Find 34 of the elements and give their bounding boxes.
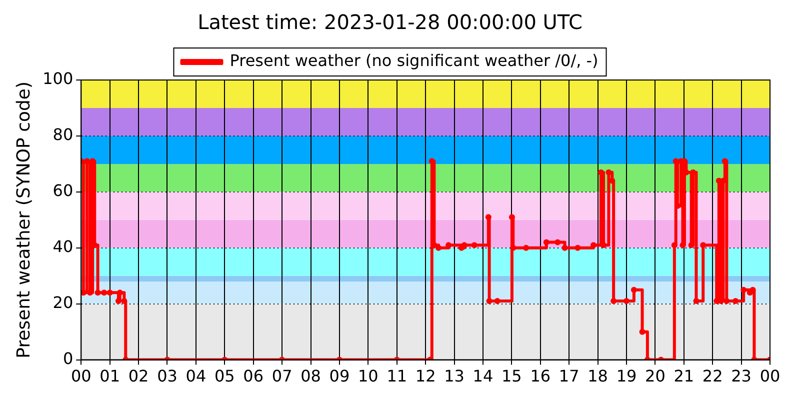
x-tick-label: 22: [702, 366, 723, 386]
x-tick-label: 16: [530, 366, 551, 386]
x-tick-label: 09: [329, 366, 350, 386]
chart-title: Latest time: 2023-01-28 00:00:00 UTC: [198, 10, 582, 34]
y-tick-label: 100: [42, 69, 74, 88]
x-tick-label: 07: [272, 366, 292, 386]
x-tick-label: 12: [415, 366, 436, 386]
x-tick-label: 15: [501, 366, 522, 386]
x-tick-label: 08: [300, 366, 321, 386]
x-tick-label: 18: [588, 366, 608, 386]
x-tick-label: 20: [645, 366, 666, 386]
y-axis-title: Present weather (SYNOP code): [13, 81, 34, 358]
x-tick-label: 14: [472, 366, 494, 386]
x-tick-label: 17: [558, 366, 580, 386]
x-tick-label: 02: [128, 366, 149, 386]
x-tick-label: 03: [157, 366, 178, 386]
y-tick-label: 40: [52, 237, 74, 256]
x-tick-label: 19: [616, 366, 637, 386]
x-tick-label: 00: [760, 366, 780, 386]
legend-label: Present weather (no significant weather /0/, -): [230, 51, 598, 70]
x-tick-label: 01: [100, 366, 120, 386]
x-tick-label: 23: [731, 366, 752, 386]
y-tick-label: 60: [52, 181, 74, 200]
y-tick-label: 80: [52, 125, 74, 144]
y-tick-label: 0: [62, 348, 74, 368]
x-tick-label: 10: [358, 366, 378, 386]
x-tick-label: 05: [214, 366, 235, 386]
x-tick-label: 00: [70, 366, 92, 386]
x-tick-label: 06: [243, 366, 264, 386]
x-tick-label: 21: [674, 366, 694, 386]
y-tick-label: 20: [52, 292, 74, 312]
x-tick-label: 13: [444, 366, 464, 386]
x-tick-label: 04: [186, 366, 206, 386]
x-tick-label: 11: [386, 366, 408, 386]
